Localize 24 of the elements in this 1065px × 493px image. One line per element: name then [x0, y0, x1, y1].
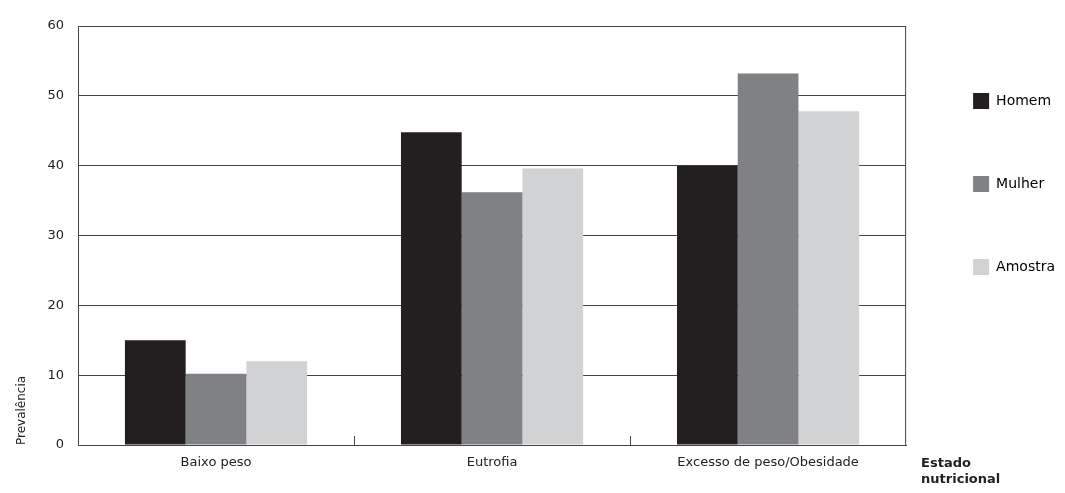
x-tick-label: Eutrofia: [466, 454, 518, 470]
bar: [185, 373, 247, 445]
x-axis-title: Estado nutricional: [921, 454, 1001, 486]
legend-label: Mulher: [996, 174, 1045, 191]
bar: [461, 192, 523, 445]
y-tick-label: 30: [47, 226, 64, 242]
bar: [246, 361, 308, 445]
y-tick-label: 40: [47, 157, 64, 173]
y-axis-title: Prevalência: [14, 375, 29, 445]
bar: [522, 168, 584, 445]
legend-label: Homem: [996, 91, 1052, 108]
y-tick-label: 10: [47, 366, 64, 382]
y-tick-label: 0: [55, 436, 64, 452]
x-tick-label: Excesso de peso/Obesidade: [677, 454, 859, 470]
bar: [798, 111, 860, 445]
bar: [400, 132, 462, 445]
y-tick-label: 50: [47, 87, 64, 103]
bar: [737, 73, 799, 445]
bar: [124, 340, 186, 445]
legend-label: Amostra: [996, 257, 1056, 274]
y-tick-label: 60: [47, 17, 64, 33]
bar: [676, 165, 738, 445]
y-tick-label: 20: [47, 296, 64, 312]
x-tick-label: Baixo peso: [180, 454, 252, 470]
